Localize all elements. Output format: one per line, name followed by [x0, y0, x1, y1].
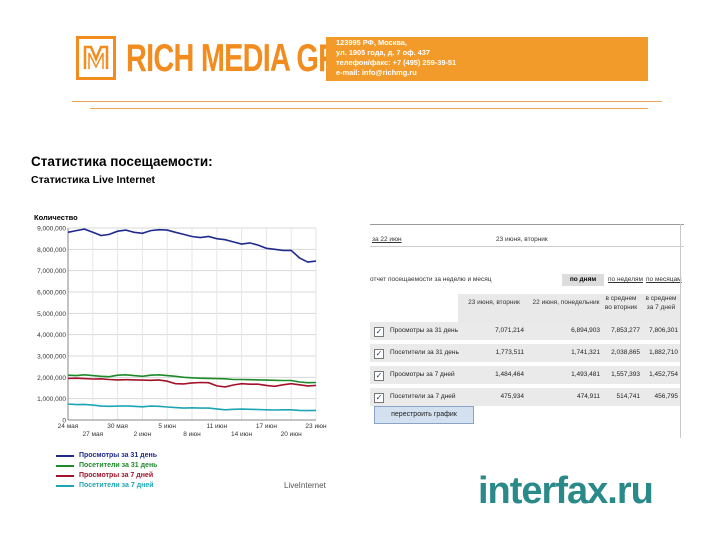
table-row: ✓ Посетители за 31 день 1,773,511 1,741,…: [370, 344, 680, 365]
row-label: Посетители за 7 дней: [390, 393, 456, 400]
rebuild-chart-button[interactable]: перестроить график: [374, 406, 474, 424]
contact-address: 123995 РФ, Москва,: [336, 38, 407, 47]
table-row: ✓ Просмотры за 7 дней 1,484,464 1,493,48…: [370, 366, 680, 387]
x-tick-label: 27 мая: [82, 431, 103, 438]
row-checkbox[interactable]: ✓: [374, 349, 384, 359]
x-tick-label: 2 июн: [134, 431, 152, 438]
contact-phone: телефон/факс: +7 (495) 259-39-51: [336, 58, 457, 67]
x-tick-label: 30 мая: [107, 423, 128, 430]
date-link[interactable]: за 22 июн: [372, 236, 402, 243]
row-value: 7,806,301: [649, 327, 678, 334]
contact-street: ул. 1905 года, д. 7 оф. 437: [336, 48, 430, 57]
page-title: Статистика посещаемости:: [31, 154, 213, 169]
y-tick-label: 8,000,000: [37, 247, 66, 254]
x-tick-label: 24 мая: [58, 423, 79, 430]
row-value: 2,038,865: [611, 349, 640, 356]
row-value: 1,882,710: [649, 349, 678, 356]
chart-legend: Просмотры за 31 день Посетители за 31 де…: [56, 451, 157, 491]
table-header: [458, 294, 680, 322]
row-value: 1,493,481: [571, 371, 600, 378]
current-date: 23 июня, вторник: [496, 236, 548, 243]
tab-by-days[interactable]: по дням: [562, 274, 604, 286]
liveinternet-credit[interactable]: LiveInternet: [284, 481, 326, 490]
row-label: Просмотры за 7 дней: [390, 371, 455, 378]
contact-email[interactable]: e-mail: info@richmg.ru: [336, 68, 417, 77]
row-value: 1,452,754: [649, 371, 678, 378]
row-value: 6,894,903: [571, 327, 600, 334]
stats-panel: за 22 июн 23 июня, вторник отчет посещае…: [370, 224, 684, 438]
header-divider: [72, 101, 662, 102]
row-value: 1,557,393: [611, 371, 640, 378]
x-tick-label: 11 июн: [206, 423, 227, 430]
col-header: 22 июня, понедельник: [532, 299, 600, 306]
y-tick-label: 0: [62, 418, 66, 425]
section-title: отчет посещаемости за неделю и месяц: [370, 276, 492, 283]
contact-box: 123995 РФ, Москва, ул. 1905 года, д. 7 о…: [326, 37, 648, 81]
series-line: [67, 377, 317, 388]
y-tick-label: 9,000,000: [37, 226, 66, 233]
row-checkbox[interactable]: ✓: [374, 393, 384, 403]
series-line: [67, 373, 317, 384]
x-tick-label: 14 июн: [231, 431, 253, 438]
y-tick-label: 2,000,000: [37, 375, 66, 382]
logo-mark-icon: [76, 36, 116, 80]
x-tick-label: 23 июн: [305, 423, 327, 430]
col-header: 23 июня, вторник: [468, 299, 520, 306]
row-value: 1,741,321: [571, 349, 600, 356]
tab-by-months[interactable]: по месяцам: [646, 276, 682, 283]
legend-item: Посетители за 31 день: [56, 461, 157, 471]
y-tick-label: 1,000,000: [37, 396, 66, 403]
x-tick-label: 17 июн: [256, 423, 278, 430]
y-tick-label: 5,000,000: [37, 311, 66, 318]
interfax-logo[interactable]: interfax.ru: [478, 470, 654, 512]
row-label: Посетители за 31 день: [390, 349, 459, 356]
row-value: 1,484,464: [495, 371, 524, 378]
col-header: в среднем за 7 дней: [645, 295, 677, 311]
row-value: 456,795: [654, 393, 679, 400]
y-tick-label: 6,000,000: [37, 290, 66, 297]
tab-by-weeks[interactable]: по неделям: [608, 276, 643, 283]
company-logo: RICH MEDIA GROUP: [76, 36, 399, 80]
row-checkbox[interactable]: ✓: [374, 371, 384, 381]
panel-top-rule: [370, 224, 684, 225]
row-checkbox[interactable]: ✓: [374, 327, 384, 337]
table-row: ✓ Просмотры за 31 день 7,071,214 6,894,9…: [370, 322, 680, 343]
row-value: 7,853,277: [611, 327, 640, 334]
panel-right-border: [680, 224, 681, 438]
table-row: ✓ Посетители за 7 дней 475,934 474,911 5…: [370, 388, 680, 409]
legend-item: Просмотры за 7 дней: [56, 471, 157, 481]
x-tick-label: 20 июн: [281, 431, 303, 438]
row-value: 475,934: [500, 393, 525, 400]
y-tick-label: 4,000,000: [37, 332, 66, 339]
row-label: Просмотры за 31 день: [390, 327, 458, 334]
row-value: 7,071,214: [495, 327, 524, 334]
x-tick-label: 8 июн: [183, 431, 201, 438]
y-tick-label: 3,000,000: [37, 354, 66, 361]
legend-item: Просмотры за 31 день: [56, 451, 157, 461]
y-axis-label: Количество: [34, 213, 78, 222]
row-value: 1,773,511: [495, 349, 524, 356]
row-value: 474,911: [576, 393, 600, 400]
header-divider-2: [90, 108, 648, 109]
panel-divider: [370, 246, 684, 247]
y-tick-label: 7,000,000: [37, 268, 66, 275]
page-subtitle: Статистика Live Internet: [31, 174, 156, 186]
series-line: [67, 228, 317, 263]
x-tick-label: 5 июн: [158, 423, 176, 430]
traffic-chart-svg: Количество 9,000,000 8,000,000 7,000,000 6,0…: [34, 213, 327, 438]
row-value: 514,741: [616, 393, 641, 400]
legend-item: Посетители за 7 дней: [56, 481, 157, 491]
col-header: в среднем во вторник: [604, 295, 638, 311]
traffic-chart: Количество 9,000,000 8,000,000 7,000,000 6,0…: [20, 206, 340, 459]
series-line: [67, 403, 317, 412]
